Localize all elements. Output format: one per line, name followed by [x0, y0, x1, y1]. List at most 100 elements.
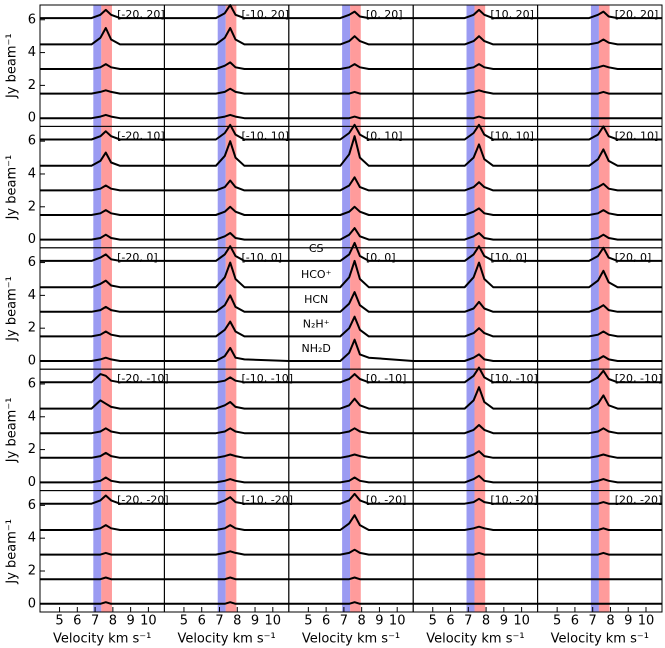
x-tick-label: 8: [109, 614, 117, 629]
spectrum: [288, 338, 414, 362]
spectrum: [40, 524, 165, 531]
y-tick-label: 6: [28, 498, 36, 513]
velocity-band: [598, 126, 610, 248]
x-axis-label: Velocity km s⁻¹: [53, 632, 151, 647]
spectrum: [288, 176, 414, 192]
species-label: NH₂D: [301, 342, 330, 355]
spectrum: [164, 601, 289, 605]
species-label: HCN: [304, 293, 328, 306]
spectrum: [537, 182, 662, 192]
spectrum: [164, 123, 289, 141]
spectrum: [288, 315, 414, 338]
spectrum: [413, 35, 538, 46]
spectrum: [413, 89, 538, 95]
x-tick-label: 8: [233, 614, 241, 629]
x-tick-label: 6: [322, 614, 330, 629]
spectrum: [288, 10, 414, 20]
spectrum: [288, 453, 414, 459]
spectrum: [413, 386, 538, 410]
x-tick-label: 5: [304, 614, 312, 629]
spectrum: [413, 474, 538, 484]
spectrum: [40, 601, 165, 605]
velocity-band: [342, 490, 351, 612]
velocity-band: [590, 247, 599, 370]
spectrum: [413, 497, 538, 505]
velocity-band: [590, 5, 599, 127]
velocity-band: [590, 490, 599, 612]
spectrum: [288, 123, 414, 141]
spectrum: [537, 369, 662, 384]
spectrum: [40, 373, 165, 384]
panel-label: [-10, -10]: [242, 372, 294, 385]
y-axis-label: Jy beam⁻¹: [5, 398, 20, 464]
x-axis-label: Velocity km s⁻¹: [426, 632, 524, 647]
spectrum: [288, 476, 414, 484]
spectrum: [288, 548, 414, 556]
spectrum: [288, 576, 414, 581]
x-tick-label: 9: [375, 614, 383, 629]
spectrum: [164, 61, 289, 70]
panel-label: [-10, 0]: [242, 251, 283, 264]
spectrum: [288, 291, 414, 313]
spectrum: [40, 576, 165, 581]
spectrum: [288, 397, 414, 410]
spectrum: [40, 279, 165, 289]
velocity-band: [350, 247, 361, 370]
spectrum: [164, 232, 289, 241]
x-tick-label: 7: [91, 614, 99, 629]
spectrum: [413, 300, 538, 313]
x-axis-label: Velocity km s⁻¹: [551, 632, 649, 647]
spectrum: [40, 399, 165, 410]
panel-label: [-10, -20]: [242, 494, 294, 507]
velocity-band: [225, 5, 237, 127]
panel-label: [-20, 20]: [117, 8, 165, 21]
velocity-band: [101, 490, 112, 612]
velocity-band: [598, 247, 610, 370]
spectrum: [537, 304, 662, 313]
spectrum: [40, 330, 165, 338]
spectrum: [537, 38, 662, 46]
panel-label: [0, -10]: [366, 372, 407, 385]
spectrum: [40, 113, 165, 120]
spectrum: [537, 551, 662, 556]
spectrum: [413, 143, 538, 167]
spectrum: [413, 366, 538, 384]
spectrum: [537, 453, 662, 459]
spectrum: [288, 205, 414, 216]
spectrum: [288, 373, 414, 384]
spectrum: [288, 63, 414, 70]
x-tick-label: 5: [55, 614, 63, 629]
x-tick-label: 6: [73, 614, 81, 629]
y-axis-label: Jy beam⁻¹: [5, 155, 20, 221]
panel-label: [10, -20]: [490, 494, 538, 507]
y-tick-label: 6: [28, 255, 36, 270]
x-tick-label: 9: [500, 614, 508, 629]
velocity-band: [474, 490, 486, 612]
spectrum: [40, 89, 165, 95]
panel-label: [20, -20]: [615, 494, 663, 507]
velocity-band: [342, 5, 351, 127]
spectrum: [40, 27, 165, 46]
species-label: N₂H⁺: [303, 317, 330, 330]
spectrum: [537, 148, 662, 167]
spectrum: [40, 451, 165, 459]
y-tick-label: 4: [28, 531, 36, 546]
y-tick-label: 4: [28, 288, 36, 303]
y-tick-label: 0: [28, 353, 36, 368]
panel-label: [10, 20]: [490, 8, 534, 21]
y-axis-label: Jy beam⁻¹: [5, 519, 20, 585]
x-tick-label: 9: [624, 614, 632, 629]
velocity-band: [466, 126, 475, 248]
x-tick-label: 9: [126, 614, 134, 629]
x-tick-label: 5: [180, 614, 188, 629]
velocity-band: [590, 369, 599, 491]
x-tick-label: 5: [429, 614, 437, 629]
velocity-band: [93, 5, 102, 127]
x-tick-label: 7: [215, 614, 223, 629]
spectrum: [164, 320, 289, 338]
x-tick-label: 10: [513, 614, 530, 629]
x-axis-label: Velocity km s⁻¹: [177, 632, 275, 647]
velocity-band: [342, 247, 351, 370]
spectrum: [413, 232, 538, 241]
species-label: CS: [309, 242, 324, 255]
